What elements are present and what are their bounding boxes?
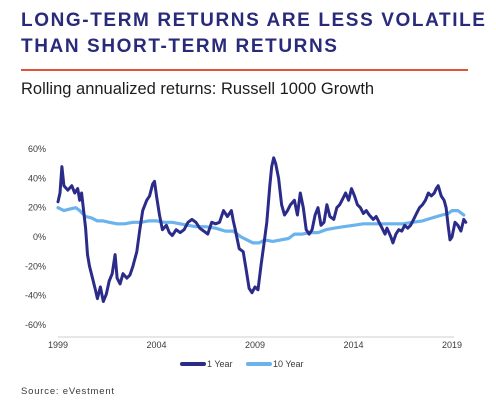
series-layer — [56, 156, 468, 303]
title-line-2: THAN SHORT-TERM RETURNS — [21, 36, 339, 57]
chart-title: LONG-TERM RETURNS ARE LESS VOLATILE THAN… — [21, 8, 487, 60]
y-tick-label: -60% — [25, 320, 46, 330]
x-tick-label: 2014 — [343, 340, 363, 350]
title-line-1: LONG-TERM RETURNS ARE LESS VOLATILE — [21, 10, 487, 31]
y-tick-label: 20% — [28, 203, 46, 213]
x-tick-label: 2009 — [245, 340, 265, 350]
x-tick-label: 2004 — [146, 340, 166, 350]
y-tick-label: -40% — [25, 291, 46, 301]
source-note: Source: eVestment — [21, 386, 115, 397]
x-axis-ticks: 1999 2004 2009 2014 2019 — [48, 340, 462, 350]
title-divider — [21, 69, 468, 71]
y-tick-label: 0% — [33, 232, 46, 242]
series-line-10-year — [56, 206, 466, 245]
y-tick-label: -20% — [25, 261, 46, 271]
series-line-1-year — [56, 156, 468, 303]
y-axis-ticks: 60% 40% 20% 0% -20% -40% -60% — [25, 144, 46, 330]
y-tick-label: 40% — [28, 173, 46, 183]
legend-label: 1 Year — [207, 359, 233, 369]
chart-legend: 1 Year 10 Year — [180, 359, 304, 369]
chart-subtitle: Rolling annualized returns: Russell 1000… — [21, 80, 375, 98]
legend-label: 10 Year — [273, 359, 304, 369]
y-tick-label: 60% — [28, 144, 46, 154]
x-tick-label: 2019 — [442, 340, 462, 350]
x-tick-label: 1999 — [48, 340, 68, 350]
